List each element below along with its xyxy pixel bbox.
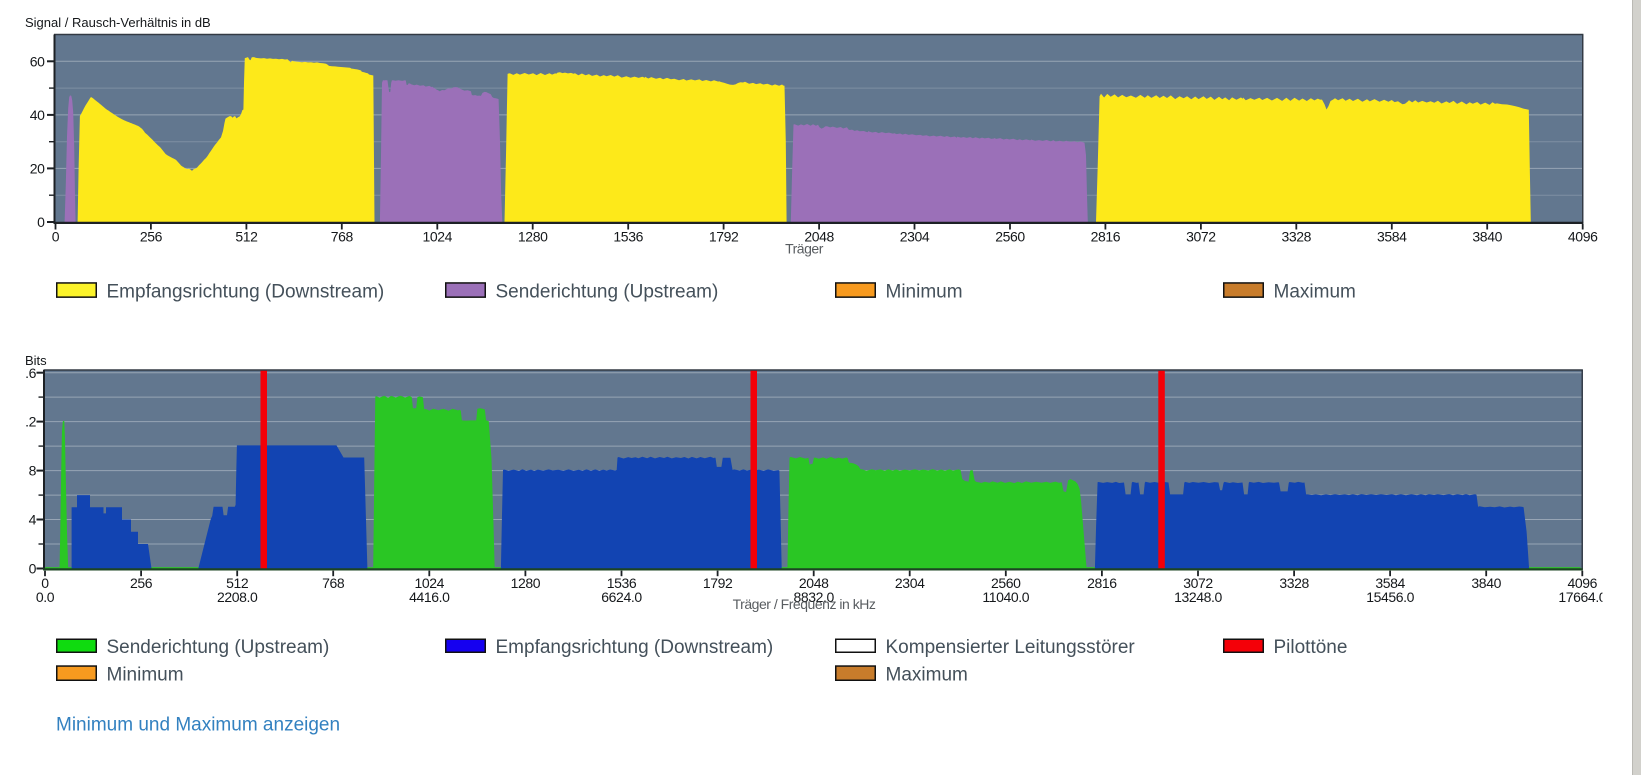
svg-text:1024: 1024 — [423, 229, 453, 245]
svg-text:Pilottöne: Pilottöne — [1274, 637, 1348, 658]
svg-text:.6: .6 — [25, 365, 36, 381]
svg-text:256: 256 — [140, 229, 163, 245]
svg-text:3328: 3328 — [1279, 575, 1309, 591]
svg-text:1536: 1536 — [613, 229, 643, 245]
svg-text:512: 512 — [226, 575, 249, 591]
svg-text:40: 40 — [30, 107, 45, 123]
svg-text:Maximum: Maximum — [886, 664, 968, 685]
svg-text:1280: 1280 — [511, 575, 541, 591]
svg-text:17664.0: 17664.0 — [1558, 589, 1606, 605]
svg-text:Träger / Frequenz in kHz: Träger / Frequenz in kHz — [733, 596, 876, 612]
svg-text:512: 512 — [235, 229, 258, 245]
svg-text:3328: 3328 — [1282, 229, 1312, 245]
svg-text:0.0: 0.0 — [36, 589, 55, 605]
svg-text:2304: 2304 — [895, 575, 925, 591]
svg-text:2304: 2304 — [900, 229, 930, 245]
svg-text:Kompensierter Leitungsstörer: Kompensierter Leitungsstörer — [886, 637, 1136, 658]
svg-text:13248.0: 13248.0 — [1174, 589, 1222, 605]
svg-text:60: 60 — [30, 53, 45, 69]
svg-text:4096: 4096 — [1568, 575, 1598, 591]
svg-text:1792: 1792 — [709, 229, 739, 245]
svg-text:3840: 3840 — [1472, 229, 1502, 245]
svg-text:2560: 2560 — [991, 575, 1021, 591]
svg-text:Minimum und Maximum anzeigen: Minimum und Maximum anzeigen — [56, 715, 340, 736]
svg-text:2816: 2816 — [1087, 575, 1117, 591]
svg-text:1024: 1024 — [415, 575, 445, 591]
svg-text:2208.0: 2208.0 — [217, 589, 258, 605]
svg-text:0: 0 — [37, 214, 45, 230]
svg-text:4: 4 — [29, 512, 37, 528]
svg-text:.2: .2 — [25, 414, 36, 430]
svg-text:4096: 4096 — [1568, 229, 1598, 245]
svg-text:1792: 1792 — [703, 575, 733, 591]
svg-text:8832.0: 8832.0 — [793, 589, 834, 605]
svg-text:4416.0: 4416.0 — [409, 589, 450, 605]
svg-text:Maximum: Maximum — [1274, 282, 1356, 303]
svg-text:Minimum: Minimum — [107, 664, 184, 685]
svg-text:0: 0 — [52, 229, 60, 245]
svg-text:Signal / Rausch-Verhältnis in: Signal / Rausch-Verhältnis in dB — [25, 15, 211, 30]
svg-text:3840: 3840 — [1471, 575, 1501, 591]
svg-text:3584: 3584 — [1377, 229, 1407, 245]
svg-text:15456.0: 15456.0 — [1366, 589, 1414, 605]
svg-text:Bits: Bits — [25, 353, 47, 368]
svg-text:1536: 1536 — [607, 575, 637, 591]
svg-text:Minimum: Minimum — [886, 282, 963, 303]
svg-text:20: 20 — [30, 161, 45, 177]
svg-text:3072: 3072 — [1183, 575, 1213, 591]
svg-text:0: 0 — [29, 561, 37, 577]
svg-text:256: 256 — [130, 575, 153, 591]
svg-text:6624.0: 6624.0 — [601, 589, 642, 605]
svg-text:3584: 3584 — [1375, 575, 1405, 591]
svg-text:1280: 1280 — [518, 229, 548, 245]
svg-text:Senderichtung (Upstream): Senderichtung (Upstream) — [496, 282, 719, 303]
svg-text:8: 8 — [29, 463, 37, 479]
svg-text:Träger: Träger — [785, 241, 824, 257]
svg-text:Empfangsrichtung (Downstream): Empfangsrichtung (Downstream) — [107, 282, 385, 303]
svg-text:3072: 3072 — [1186, 229, 1216, 245]
svg-text:768: 768 — [322, 575, 345, 591]
svg-text:2816: 2816 — [1091, 229, 1121, 245]
svg-text:2048: 2048 — [804, 229, 834, 245]
svg-text:Empfangsrichtung (Downstream): Empfangsrichtung (Downstream) — [496, 637, 774, 658]
svg-text:2560: 2560 — [995, 229, 1025, 245]
svg-text:Senderichtung (Upstream): Senderichtung (Upstream) — [107, 637, 330, 658]
svg-text:2048: 2048 — [799, 575, 829, 591]
svg-text:0: 0 — [41, 575, 49, 591]
svg-text:768: 768 — [331, 229, 354, 245]
svg-text:11040.0: 11040.0 — [982, 589, 1029, 605]
